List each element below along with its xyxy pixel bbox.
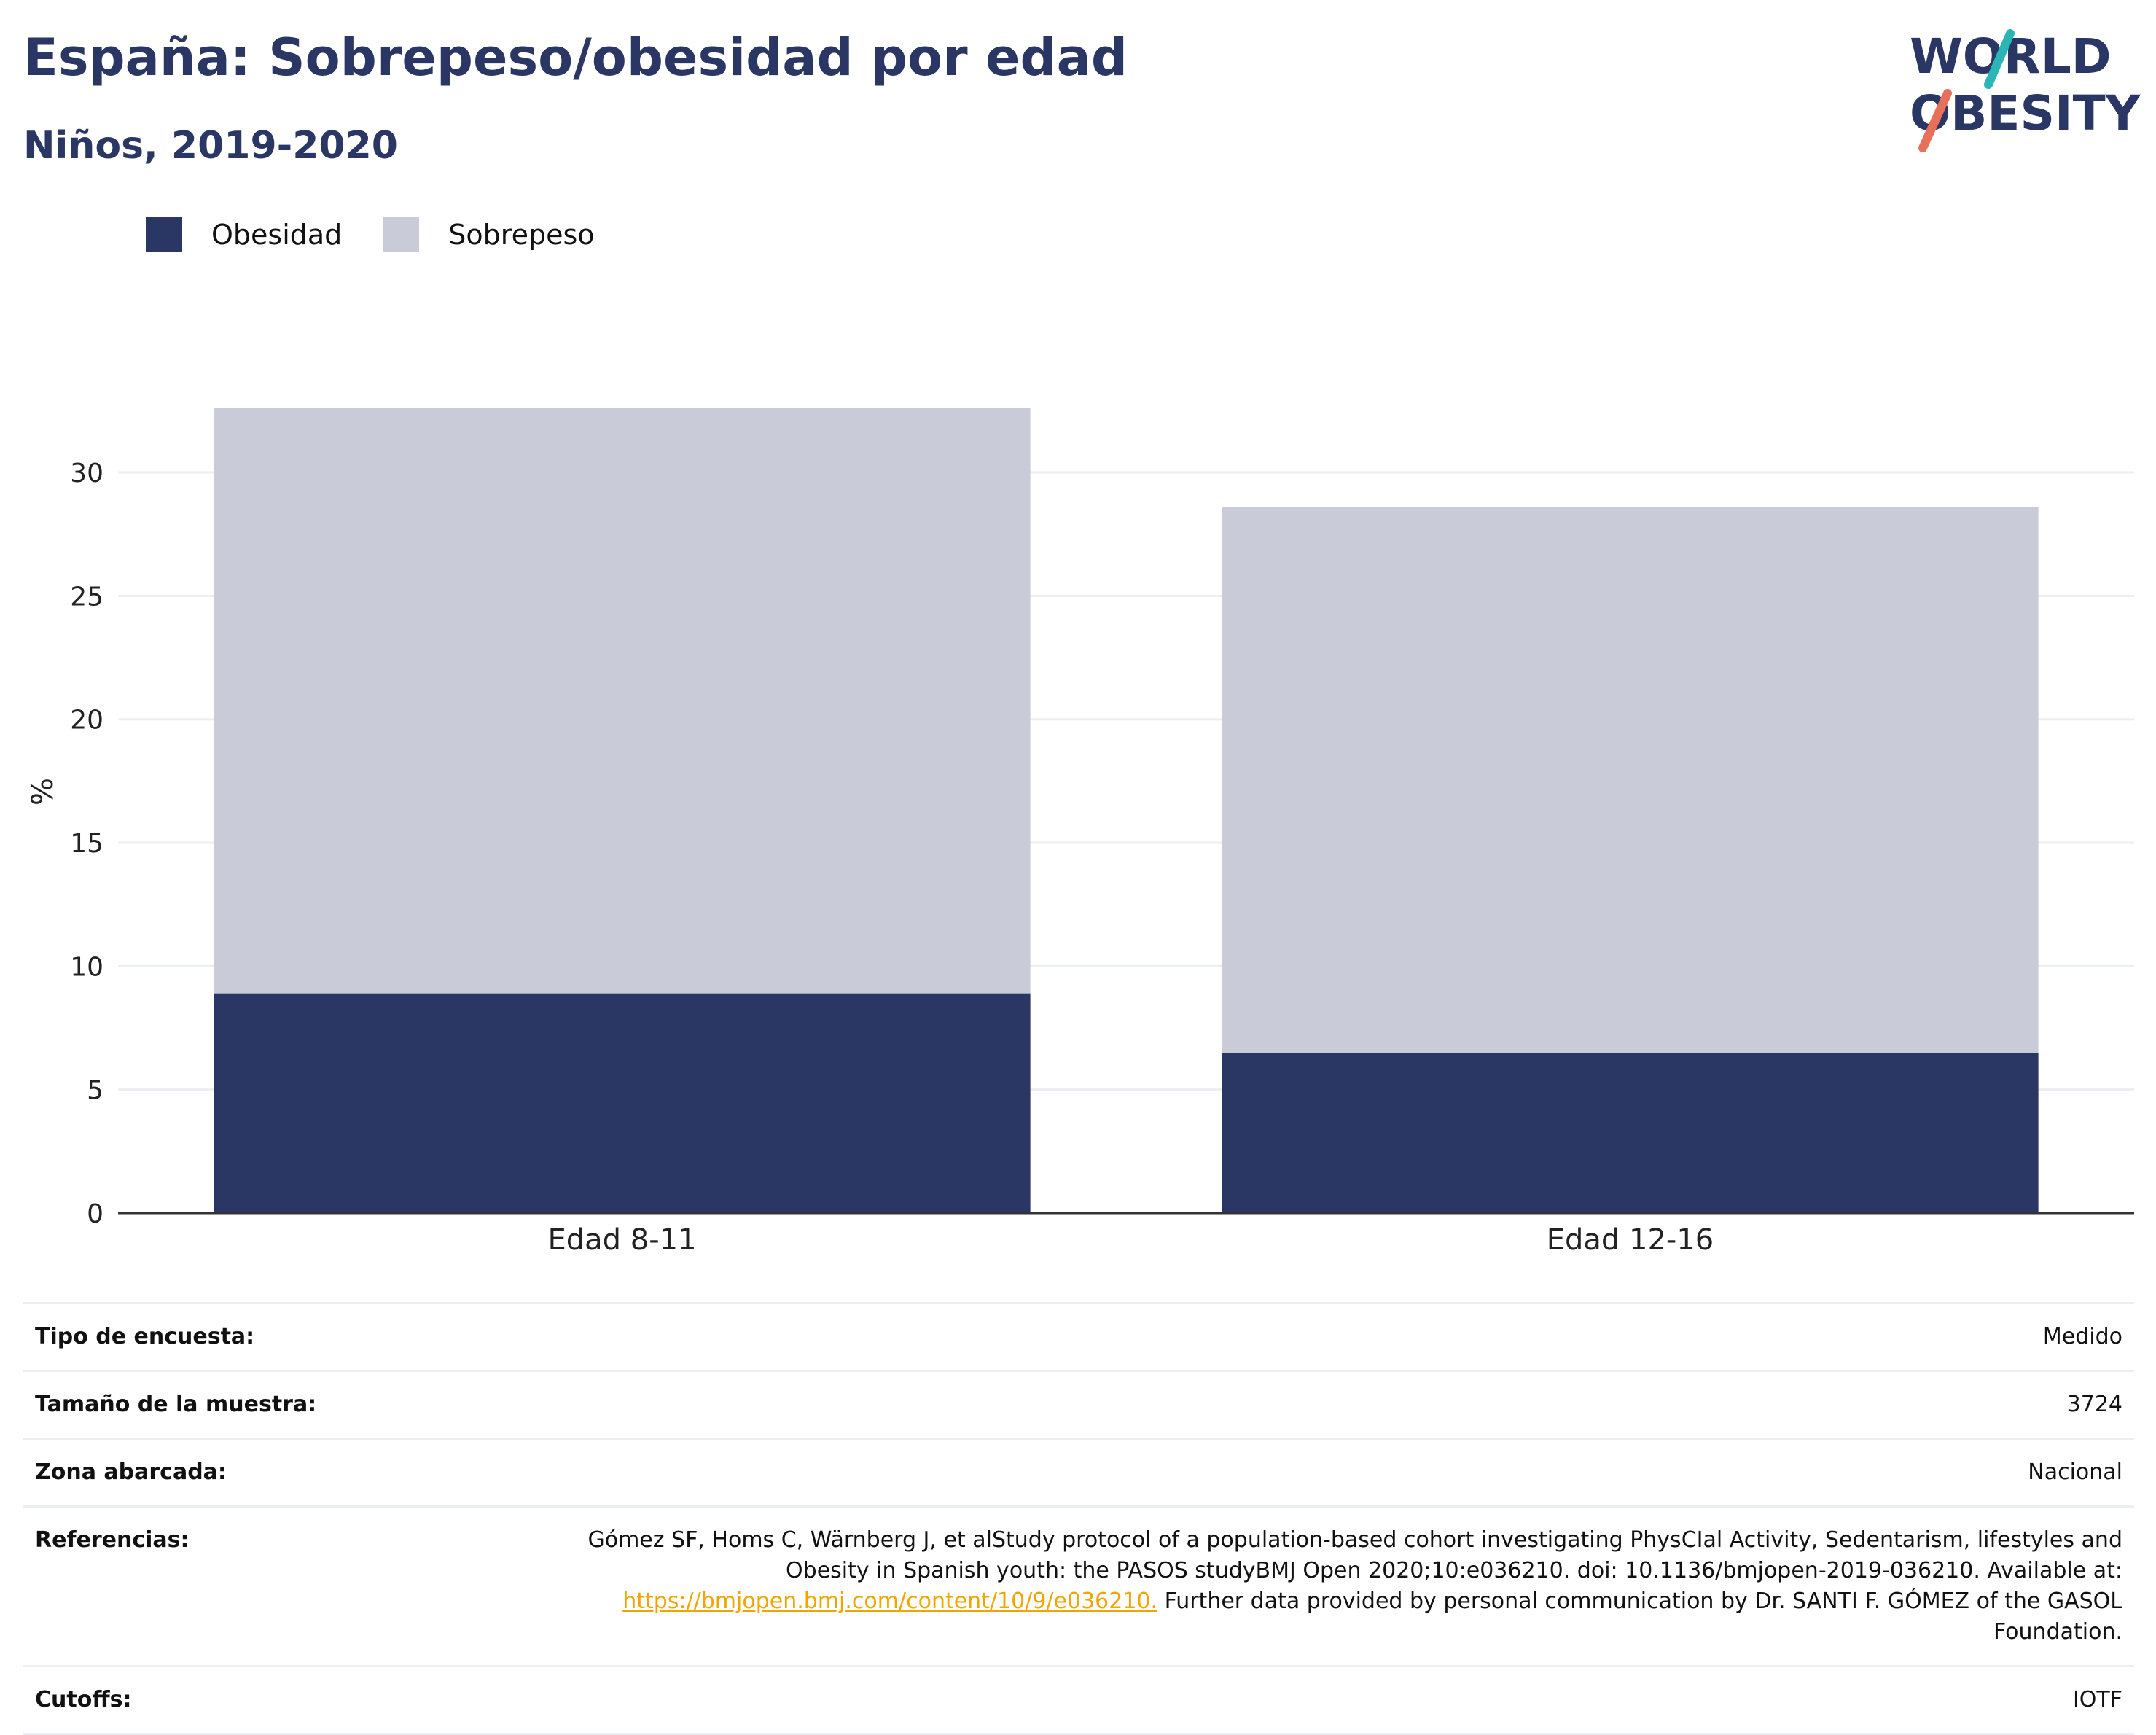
chart-legend: Obesidad Sobrepeso	[146, 217, 636, 252]
y-tick-label-20: 20	[70, 706, 103, 736]
info-key: Tipo de encuesta:	[35, 1324, 255, 1349]
logo-slash-coral	[1918, 89, 1952, 152]
world-obesity-logo: WORLD OBESITY	[1910, 28, 2141, 152]
legend-item-sobrepeso[interactable]: Sobrepeso	[383, 217, 595, 252]
legend-label-sobrepeso: Sobrepeso	[448, 219, 595, 251]
legend-swatch-obesidad	[146, 217, 182, 252]
survey-info-table: Tipo de encuesta: Medido Tamaño de la mu…	[23, 1302, 2134, 1735]
bars	[214, 408, 2039, 1213]
references-text-before: Gómez SF, Homs C, Wärnberg J, et alStudy…	[587, 1527, 2122, 1583]
bar-sobrepeso-2[interactable]	[1222, 507, 2039, 1053]
chart-title: España: Sobrepeso/obesidad por edad	[23, 28, 1128, 87]
info-key: Zona abarcada:	[35, 1459, 227, 1485]
y-tick-label-15: 15	[70, 829, 103, 859]
axes: 0 5 10 15 20 25 30 Edad 8-11 Edad 12-16	[70, 459, 2134, 1257]
stacked-bar-chart: 0 5 10 15 20 25 30 Edad 8-11 Edad 12-16 %	[26, 408, 2134, 1257]
chart-subtitle: Niños, 2019-2020	[23, 124, 398, 168]
references-link[interactable]: https://bmjopen.bmj.com/content/10/9/e03…	[622, 1588, 1158, 1614]
y-tick-label-25: 25	[70, 582, 103, 612]
legend-label-obesidad: Obesidad	[211, 219, 343, 251]
info-row-tamano-muestra: Tamaño de la muestra: 3724	[23, 1370, 2134, 1438]
x-tick-label-1: Edad 8-11	[547, 1223, 696, 1257]
info-row-tipo-encuesta: Tipo de encuesta: Medido	[23, 1302, 2134, 1370]
references-text-after: Further data provided by personal commun…	[1157, 1588, 2122, 1645]
y-tick-label-10: 10	[70, 952, 103, 982]
info-value: Medido	[2042, 1324, 2122, 1349]
references-text: Gómez SF, Homs C, Wärnberg J, et alStudy…	[534, 1525, 2122, 1648]
y-axis-title: %	[26, 778, 60, 806]
x-tick-label-2: Edad 12-16	[1547, 1223, 1714, 1257]
bar-sobrepeso-1[interactable]	[214, 408, 1031, 994]
info-value: Nacional	[2028, 1459, 2122, 1485]
info-key: Tamaño de la muestra:	[35, 1392, 317, 1417]
legend-swatch-sobrepeso	[383, 217, 420, 252]
y-tick-label-0: 0	[87, 1199, 103, 1229]
info-key: Referencias:	[35, 1527, 190, 1553]
info-row-zona-abarcada: Zona abarcada: Nacional	[23, 1438, 2134, 1505]
bar-obesidad-2[interactable]	[1222, 1052, 2039, 1213]
y-tick-label-5: 5	[87, 1076, 103, 1106]
info-key: Cutoffs:	[35, 1687, 132, 1712]
info-row-referencias: Referencias: Gómez SF, Homs C, Wärnberg …	[23, 1505, 2134, 1665]
info-row-cutoffs: Cutoffs: IOTF	[23, 1665, 2134, 1735]
bar-obesidad-1[interactable]	[214, 993, 1031, 1213]
info-value: 3724	[2066, 1392, 2122, 1417]
legend-item-obesidad[interactable]: Obesidad	[146, 217, 342, 252]
y-tick-label-30: 30	[70, 459, 103, 488]
logo-slash-teal	[1984, 29, 2015, 89]
info-value: IOTF	[2072, 1687, 2122, 1712]
